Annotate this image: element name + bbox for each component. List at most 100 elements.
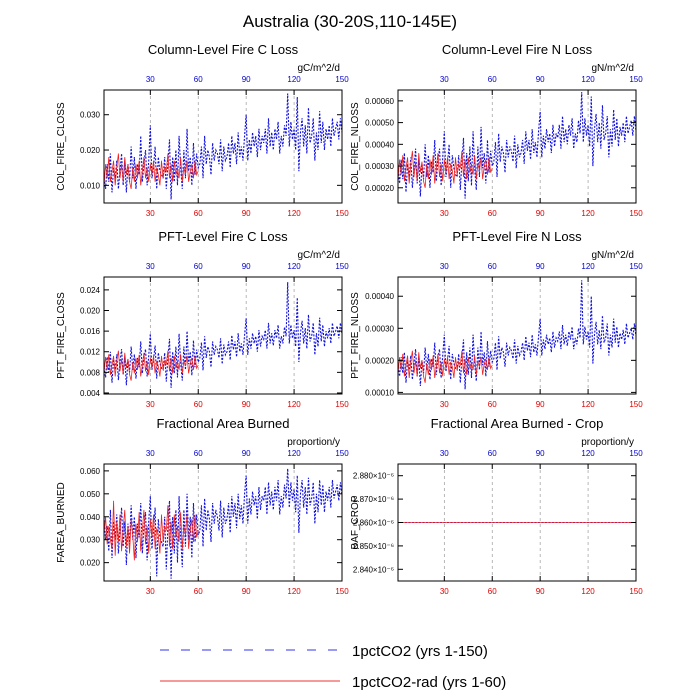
x-tick-label-top: 150: [335, 75, 349, 84]
panel-title: Column-Level Fire C Loss: [148, 42, 299, 57]
x-tick-label-top: 30: [440, 262, 449, 271]
x-tick-label-top: 60: [194, 262, 203, 271]
plot-frame: [397, 89, 637, 204]
x-tick-label-top: 90: [536, 449, 545, 458]
panel-title: Fractional Area Burned - Crop: [431, 416, 604, 431]
x-tick-label-bottom: 150: [335, 400, 349, 409]
x-tick-label-top: 120: [287, 75, 301, 84]
series-1pctco2-rad: [103, 350, 199, 381]
x-tick-label-top: 90: [536, 75, 545, 84]
units-label: proportion/y: [287, 437, 340, 448]
y-axis-label: PFT_FIRE_NLOSS: [350, 292, 361, 379]
y-tick-label: 0.020: [80, 559, 101, 568]
x-tick-label-bottom: 90: [242, 209, 251, 218]
plot-frame: [397, 276, 637, 395]
series-1pctco2: [397, 92, 637, 199]
y-tick-label: 0.060: [80, 467, 101, 476]
x-tick-label-bottom: 120: [287, 400, 301, 409]
plot-frame: [103, 463, 343, 582]
x-tick-label-top: 30: [146, 449, 155, 458]
x-tick-label-bottom: 30: [440, 400, 449, 409]
x-tick-label-top: 120: [581, 262, 595, 271]
y-tick-label: 0.00030: [365, 162, 394, 171]
series-1pctco2: [397, 280, 637, 390]
x-tick-label-top: 120: [581, 75, 595, 84]
x-tick-label-top: 90: [242, 75, 251, 84]
x-tick-label-top: 60: [488, 75, 497, 84]
series-1pctco2: [103, 282, 343, 388]
panel-title: PFT-Level Fire C Loss: [158, 229, 288, 244]
y-tick-label: 2.880×10⁻⁶: [353, 472, 394, 481]
x-tick-label-bottom: 150: [629, 400, 643, 409]
x-tick-label-top: 120: [287, 449, 301, 458]
panel-title: Fractional Area Burned: [157, 416, 290, 431]
x-tick-label-bottom: 30: [146, 587, 155, 596]
y-axis-label: BAF_CROP: [350, 495, 361, 549]
y-tick-label: 0.00010: [365, 388, 394, 397]
x-tick-label-bottom: 30: [146, 209, 155, 218]
x-tick-label-top: 120: [581, 449, 595, 458]
panel-col-n: Column-Level Fire N Loss gN/m^2/d COL_FIRE…: [350, 42, 643, 218]
units-label: proportion/y: [581, 437, 634, 448]
y-tick-label: 0.030: [80, 536, 101, 545]
y-tick-label: 0.020: [80, 146, 101, 155]
y-tick-label: 0.030: [80, 111, 101, 120]
x-tick-label-top: 90: [536, 262, 545, 271]
y-tick-label: 2.840×10⁻⁶: [353, 565, 394, 574]
series-1pctco2-rad: [397, 350, 493, 383]
x-tick-label-bottom: 90: [536, 209, 545, 218]
y-tick-label: 2.860×10⁻⁶: [353, 519, 394, 528]
panel-farea: Fractional Area Burned proportion/y FAREA_…: [56, 416, 349, 596]
panel-col-c: Column-Level Fire C Loss gC/m^2/d COL_FIRE…: [56, 42, 349, 218]
x-tick-label-bottom: 60: [488, 587, 497, 596]
x-tick-label-top: 150: [629, 262, 643, 271]
y-tick-label: 2.870×10⁻⁶: [353, 495, 394, 504]
x-tick-label-top: 150: [335, 449, 349, 458]
panel-pft-c: PFT-Level Fire C Loss gC/m^2/d PFT_FIRE_CL…: [56, 229, 349, 409]
plot-frame: [103, 89, 343, 204]
y-tick-label: 0.00040: [365, 140, 394, 149]
x-tick-label-bottom: 120: [581, 400, 595, 409]
units-label: gN/m^2/d: [592, 250, 635, 261]
x-tick-label-bottom: 60: [194, 587, 203, 596]
y-tick-label: 0.00050: [365, 119, 394, 128]
x-tick-label-bottom: 60: [488, 209, 497, 218]
y-tick-label: 0.012: [80, 348, 101, 357]
x-tick-label-top: 60: [488, 449, 497, 458]
x-tick-label-bottom: 120: [581, 209, 595, 218]
y-tick-label: 0.004: [80, 389, 101, 398]
series-1pctco2: [103, 93, 343, 200]
x-tick-label-bottom: 90: [242, 400, 251, 409]
x-tick-label-bottom: 120: [287, 209, 301, 218]
y-tick-label: 0.016: [80, 327, 101, 336]
panel-title: PFT-Level Fire N Loss: [452, 229, 582, 244]
x-tick-label-bottom: 90: [536, 400, 545, 409]
x-tick-label-bottom: 90: [536, 587, 545, 596]
y-tick-label: 2.850×10⁻⁶: [353, 542, 394, 551]
series-1pctco2-rad: [103, 500, 199, 561]
x-tick-label-top: 150: [335, 262, 349, 271]
y-axis-label: COL_FIRE_NLOSS: [350, 102, 361, 191]
series-1pctco2-rad: [103, 153, 199, 189]
panel-title: Column-Level Fire N Loss: [442, 42, 593, 57]
y-tick-label: 0.00060: [365, 97, 394, 106]
x-tick-label-bottom: 150: [629, 209, 643, 218]
x-tick-label-top: 60: [488, 262, 497, 271]
series-1pctco2: [103, 468, 343, 579]
y-tick-label: 0.008: [80, 368, 101, 377]
legend-label-1pctco2-rad: 1pctCO2-rad (yrs 1-60): [352, 674, 506, 691]
units-label: gC/m^2/d: [298, 250, 341, 261]
y-tick-label: 0.00030: [365, 324, 394, 333]
y-tick-label: 0.00020: [365, 356, 394, 365]
y-tick-label: 0.040: [80, 513, 101, 522]
x-tick-label-top: 150: [629, 449, 643, 458]
x-tick-label-bottom: 60: [194, 209, 203, 218]
x-tick-label-bottom: 120: [581, 587, 595, 596]
series-1pctco2-rad: [397, 150, 493, 188]
x-tick-label-top: 150: [629, 75, 643, 84]
x-tick-label-bottom: 30: [146, 400, 155, 409]
y-tick-label: 0.00020: [365, 184, 394, 193]
y-tick-label: 0.010: [80, 181, 101, 190]
